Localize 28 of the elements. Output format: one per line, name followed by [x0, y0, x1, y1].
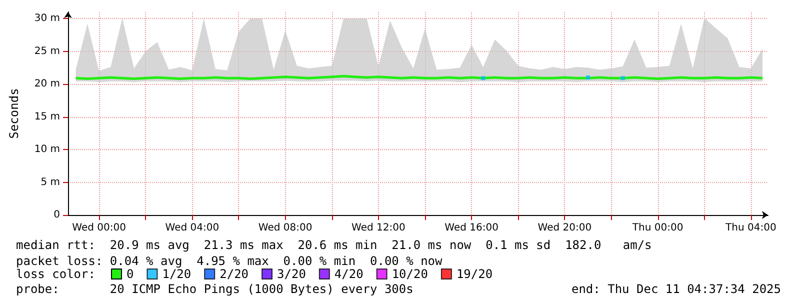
y-tick-label: 5 m — [40, 176, 60, 188]
y-tick-label: 10 m — [34, 144, 60, 156]
legend-label: 19/20 — [456, 267, 493, 281]
x-tick-label: Thu 04:00 — [724, 222, 776, 234]
x-tick-label: Wed 16:00 — [444, 222, 498, 234]
y-tick-label: 0 — [54, 210, 60, 220]
legend-label: 0 — [126, 267, 134, 281]
legend-title: loss color: — [16, 267, 96, 281]
text: packet loss: 0.04 % avg 4.95 % max 0.00 % min 0.00 % now — [16, 254, 444, 268]
x-tick-label: Wed 20:00 — [538, 222, 592, 234]
legend-label: 1/20 — [162, 267, 192, 281]
y-tick-label: 30 m — [34, 13, 60, 24]
y-axis-title: Seconds — [7, 88, 21, 139]
legend-label: 3/20 — [277, 267, 306, 281]
y-tick-label: 25 m — [34, 46, 60, 57]
y-tick-label: 15 m — [34, 111, 60, 122]
legend-label: 2/20 — [220, 267, 249, 281]
legend-label: 10/20 — [392, 267, 428, 281]
text: probe: 20 ICMP Echo Pings (1000 Bytes) every 300s — [16, 282, 414, 296]
x-tick-label: Wed 00:00 — [72, 222, 126, 234]
x-tick-label: Wed 12:00 — [352, 222, 406, 234]
x-tick-label: Thu 00:00 — [631, 222, 684, 234]
x-tick-label: Wed 08:00 — [258, 222, 312, 234]
text: end: Thu Dec 11 04:37:34 2025 — [571, 282, 781, 296]
text: median rtt: 20.9 ms avg 21.3 ms max 20.6 ms min 21.0 ms now 0.1 ms sd 182.0 am/s — [16, 238, 652, 252]
x-tick-label: Wed 04:00 — [165, 222, 220, 234]
legend-label: 4/20 — [334, 267, 364, 281]
y-tick-label: 20 m — [34, 78, 60, 90]
